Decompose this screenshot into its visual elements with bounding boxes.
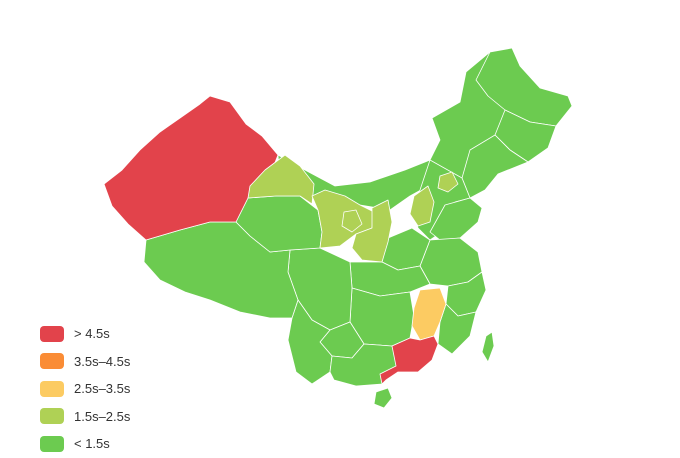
region-xinjiang[interactable] bbox=[103, 95, 279, 241]
region-ningxia[interactable] bbox=[341, 209, 363, 233]
region-shandong[interactable] bbox=[429, 197, 483, 241]
legend-swatch bbox=[40, 353, 64, 370]
legend-label: < 1.5s bbox=[74, 436, 110, 452]
legend-swatch bbox=[40, 408, 64, 425]
legend-item-3-5s-4-5s[interactable]: 3.5s–4.5s bbox=[40, 348, 130, 376]
legend-label: 3.5s–4.5s bbox=[74, 353, 131, 369]
legend-swatch bbox=[40, 325, 64, 342]
legend-swatch bbox=[40, 435, 64, 452]
legend-item-2-5s-3-5s[interactable]: 2.5s–3.5s bbox=[40, 375, 130, 403]
region-guangdong[interactable] bbox=[379, 335, 439, 385]
region-qinghai-north[interactable] bbox=[247, 154, 315, 205]
legend-label: 2.5s–3.5s bbox=[74, 381, 131, 397]
region-taiwan[interactable] bbox=[481, 331, 495, 363]
legend-label: 1.5s–2.5s bbox=[74, 408, 131, 424]
region-shaanxi[interactable] bbox=[351, 199, 393, 263]
region-shanxi[interactable] bbox=[409, 185, 435, 227]
region-beijing-tianjin[interactable] bbox=[437, 171, 459, 193]
region-fujian[interactable] bbox=[437, 303, 477, 355]
region-hainan[interactable] bbox=[373, 387, 393, 409]
legend-item-1-5s-2-5s[interactable]: 1.5s–2.5s bbox=[40, 403, 130, 431]
legend-item-lt-1-5s[interactable]: < 1.5s bbox=[40, 430, 130, 458]
legend: > 4.5s 3.5s–4.5s 2.5s–3.5s 1.5s–2.5s < 1… bbox=[40, 320, 130, 458]
legend-label: > 4.5s bbox=[74, 326, 110, 342]
legend-item-gt-4-5s[interactable]: > 4.5s bbox=[40, 320, 130, 348]
region-heilongjiang[interactable] bbox=[475, 47, 573, 127]
legend-swatch bbox=[40, 380, 64, 397]
